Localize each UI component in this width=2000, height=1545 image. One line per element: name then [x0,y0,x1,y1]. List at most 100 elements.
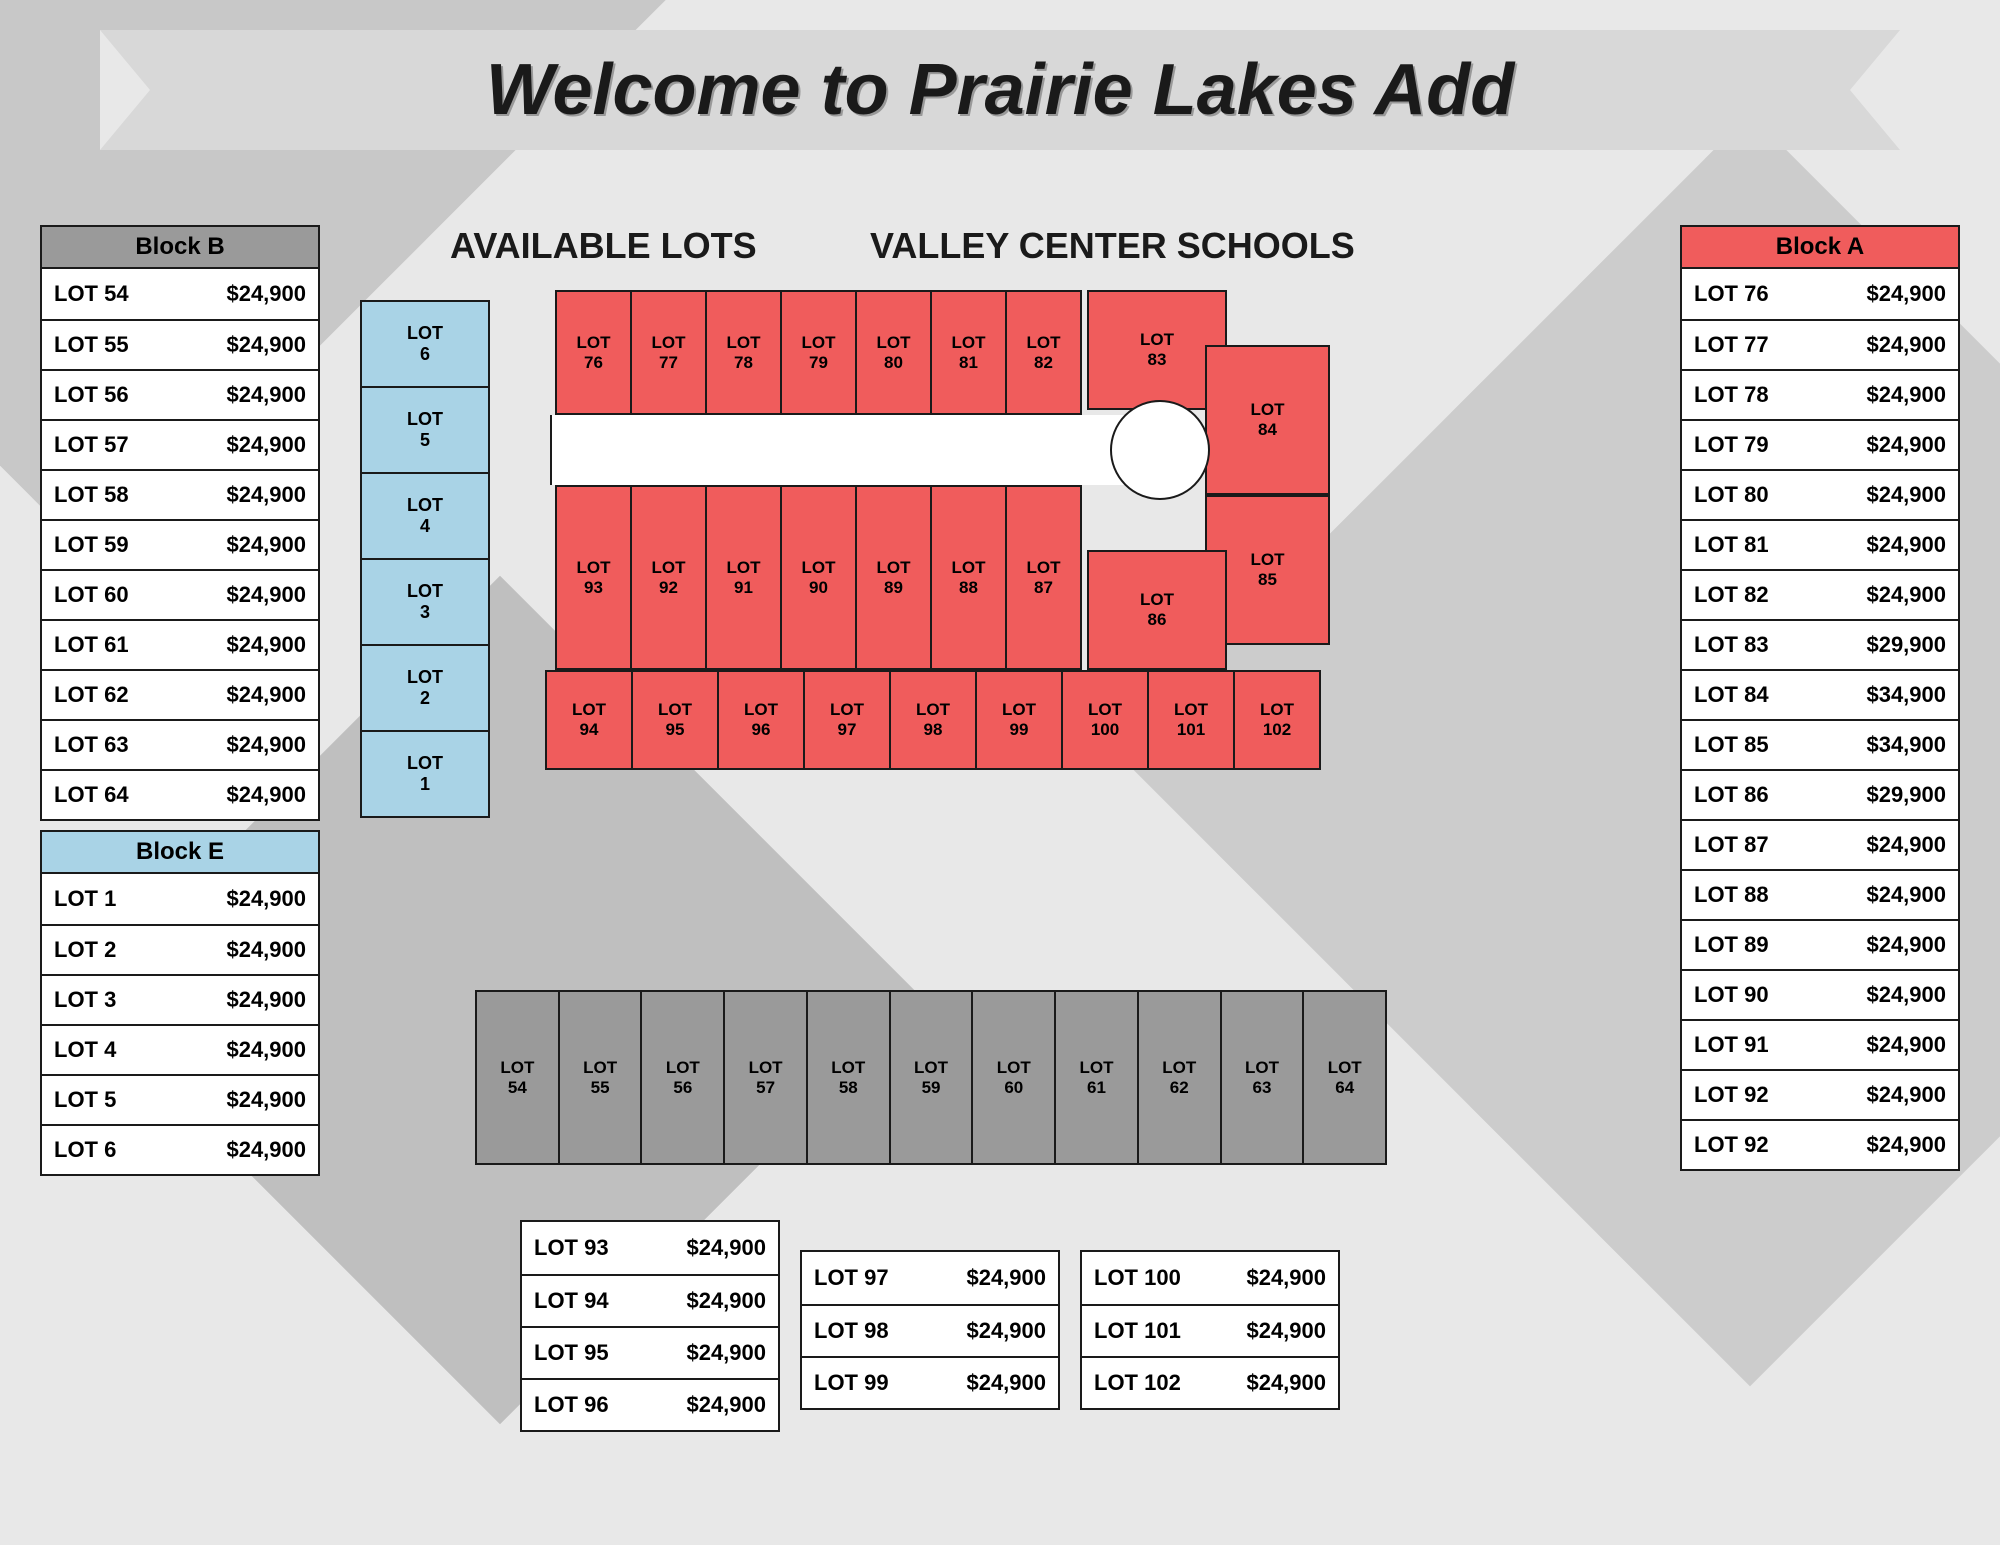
lot-price: $24,900 [1246,1265,1326,1291]
lot-price: $24,900 [1866,582,1946,608]
table-row: LOT 1$24,900 [42,874,318,924]
table-row: LOT 96$24,900 [522,1378,778,1430]
lot-price: $24,900 [1866,432,1946,458]
table-bottom-2: LOT 97$24,900LOT 98$24,900LOT 99$24,900 [800,1250,1060,1410]
lot-label: LOT 78 [1694,382,1866,408]
lot-label: LOT 99 [814,1370,966,1396]
table-row: LOT 87$24,900 [1682,819,1958,869]
lot-label: LOT 2 [54,937,226,963]
lot-label: LOT 95 [534,1340,686,1366]
table-row: LOT 93$24,900 [522,1222,778,1274]
table-row: LOT 88$24,900 [1682,869,1958,919]
lot-label: LOT 61 [54,632,226,658]
lot-label: LOT 84 [1694,682,1866,708]
table-row: LOT 2$24,900 [42,924,318,974]
map-lot: LOT93 [555,485,632,670]
lot-price: $24,900 [226,987,306,1013]
lot-price: $24,900 [686,1235,766,1261]
map-lot: LOT81 [930,290,1007,415]
lot-label: LOT 86 [1694,782,1866,808]
lot-price: $34,900 [1866,682,1946,708]
map-lot-86: LOT86 [1087,550,1227,670]
map-lot: LOT98 [889,670,977,770]
table-row: LOT 61$24,900 [42,619,318,669]
lot-price: $24,900 [1866,882,1946,908]
table-row: LOT 79$24,900 [1682,419,1958,469]
map-lot: LOT60 [971,990,1056,1165]
lot-label: LOT 83 [1694,632,1866,658]
lot-label: LOT 97 [814,1265,966,1291]
lot-price: $24,900 [226,937,306,963]
table-row: LOT 60$24,900 [42,569,318,619]
map-lot: LOT61 [1054,990,1139,1165]
table-row: LOT 98$24,900 [802,1304,1058,1356]
lot-label: LOT 82 [1694,582,1866,608]
lot-price: $24,900 [1246,1370,1326,1396]
map-lot-84: LOT84 [1205,345,1330,495]
table-row: LOT 62$24,900 [42,669,318,719]
table-row: LOT 57$24,900 [42,419,318,469]
lot-label: LOT 57 [54,432,226,458]
lot-label: LOT 63 [54,732,226,758]
lot-label: LOT 100 [1094,1265,1246,1291]
lot-price: $24,900 [226,332,306,358]
map-lot: LOT92 [630,485,707,670]
lot-price: $29,900 [1866,632,1946,658]
table-block-a: Block A LOT 76$24,900LOT 77$24,900 LOT 78… [1680,225,1960,1171]
lot-price: $24,900 [1246,1318,1326,1344]
lot-price: $24,900 [1866,1082,1946,1108]
table-row: LOT 94$24,900 [522,1274,778,1326]
lot-price: $24,900 [226,482,306,508]
map-culdesac [1110,400,1210,500]
lot-price: $24,900 [1866,281,1946,307]
table-row: LOT 101$24,900 [1082,1304,1338,1356]
table-row: LOT 64$24,900 [42,769,318,819]
lot-price: $24,900 [686,1340,766,1366]
map-a-mid-row: LOT93LOT92LOT91LOT90LOT89LOT88LOT87 [555,485,1080,670]
lot-label: LOT 101 [1094,1318,1246,1344]
map-lot: LOT102 [1233,670,1321,770]
lot-price: $24,900 [226,1037,306,1063]
map-lot: LOT56 [640,990,725,1165]
table-row: LOT 90$24,900 [1682,969,1958,1019]
table-row: LOT 3$24,900 [42,974,318,1024]
lot-price: $24,900 [226,1137,306,1163]
lot-price: $24,900 [226,582,306,608]
table-block-e: Block E LOT 1$24,900LOT 2$24,900LOT 3$24… [40,830,320,1176]
map-lot: LOT2 [360,644,490,732]
lot-label: LOT 80 [1694,482,1866,508]
lot-price: $29,900 [1866,782,1946,808]
lot-label: LOT 1 [54,886,226,912]
lot-label: LOT 89 [1694,932,1866,958]
map-lot: LOT55 [558,990,643,1165]
lot-label: LOT 5 [54,1087,226,1113]
lot-label: LOT 92 [1694,1082,1866,1108]
lot-price: $24,900 [226,632,306,658]
lot-price: $24,900 [1866,932,1946,958]
map-lot: LOT3 [360,558,490,646]
table-row: LOT 54$24,900 [42,269,318,319]
lot-price: $34,900 [1866,732,1946,758]
lot-price: $24,900 [226,281,306,307]
table-header-block-e: Block E [42,832,318,874]
table-row: LOT 76$24,900 [1682,269,1958,319]
map-lot: LOT1 [360,730,490,818]
table-row: LOT 4$24,900 [42,1024,318,1074]
map-lot: LOT5 [360,386,490,474]
map-lot: LOT4 [360,472,490,560]
table-header-block-a: Block A [1682,227,1958,269]
map-block-e: LOT6LOT5LOT4LOT3LOT2LOT1 [360,300,490,816]
map-lot: LOT95 [631,670,719,770]
map-lot: LOT6 [360,300,490,388]
table-row: LOT 77$24,900 [1682,319,1958,369]
map-lot: LOT59 [889,990,974,1165]
lot-price: $24,900 [226,1087,306,1113]
map-lot: LOT79 [780,290,857,415]
lot-label: LOT 4 [54,1037,226,1063]
table-row: LOT 81$24,900 [1682,519,1958,569]
table-row: LOT 63$24,900 [42,719,318,769]
map-lot: LOT91 [705,485,782,670]
table-bottom-1: LOT 93$24,900LOT 94$24,900LOT 95$24,900L… [520,1220,780,1432]
map-lot: LOT90 [780,485,857,670]
map-lot: LOT76 [555,290,632,415]
